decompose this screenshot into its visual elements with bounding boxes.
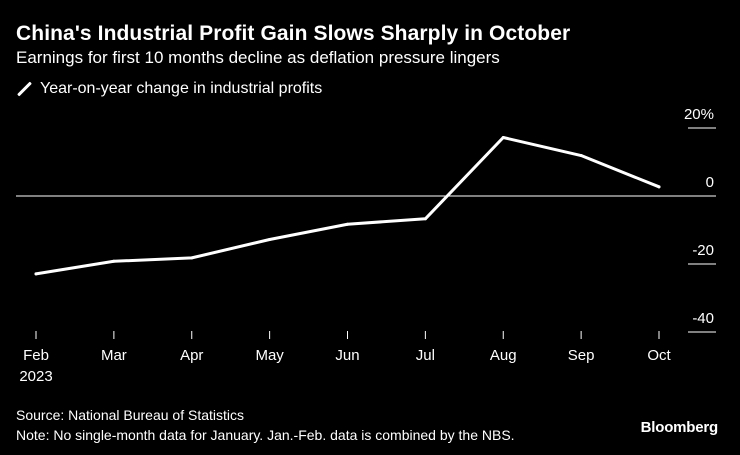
data-point — [501, 136, 505, 140]
y-tick-label: -20 — [692, 242, 714, 259]
source-note: Source: National Bureau of Statistics — [16, 407, 245, 423]
data-note: Note: No single-month data for January. … — [16, 427, 515, 443]
x-year-label: 2023 — [19, 368, 52, 385]
bloomberg-logo: Bloomberg — [640, 419, 719, 436]
legend-label: Year-on-year change in industrial profit… — [40, 80, 323, 97]
y-tick-label: 0 — [706, 174, 714, 191]
data-point — [579, 154, 583, 158]
data-point — [190, 256, 194, 260]
data-point — [268, 238, 272, 242]
data-point — [423, 217, 427, 221]
data-point — [112, 259, 116, 263]
x-tick-label: Jun — [335, 347, 359, 364]
x-tick-label: Sep — [568, 347, 595, 364]
x-tick-label: Jul — [416, 347, 435, 364]
line-chart: 20% 0 -20 -40 Feb Mar Apr May Jun Jul Aug Sep Oct 202… — [16, 106, 716, 385]
x-tick-label: Apr — [180, 347, 203, 364]
chart-legend: Year-on-year change in industrial profit… — [16, 80, 322, 98]
data-point — [657, 185, 661, 189]
data-point — [346, 222, 349, 226]
x-tick-label: Feb — [23, 347, 49, 364]
chart-footer: Source: National Bureau of Statistics No… — [16, 405, 515, 445]
chart-subtitle: Earnings for first 10 months decline as … — [16, 48, 500, 67]
x-tick-label: Mar — [101, 347, 127, 364]
chart-title: China's Industrial Profit Gain Slows Sha… — [16, 22, 571, 45]
x-tick-label: May — [255, 347, 284, 364]
y-tick-label: 20% — [684, 106, 714, 123]
x-tick-label: Oct — [647, 347, 671, 364]
y-tick-label: -40 — [692, 310, 714, 327]
x-tick-label: Aug — [490, 347, 517, 364]
data-point — [34, 272, 38, 276]
series-line — [34, 136, 661, 276]
